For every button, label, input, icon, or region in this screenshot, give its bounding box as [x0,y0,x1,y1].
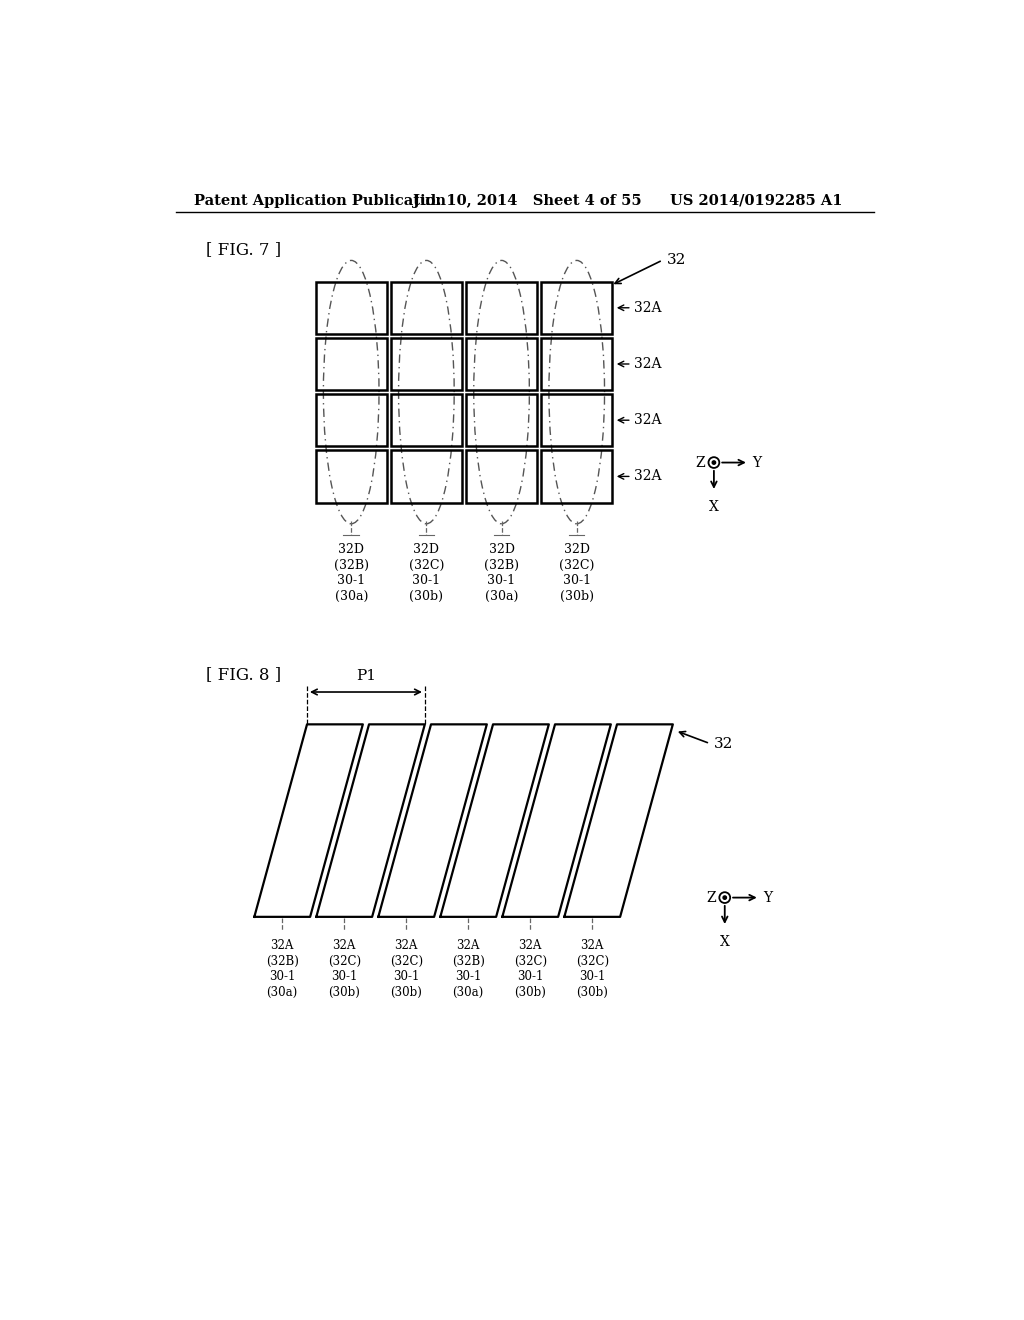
Bar [315,281,387,334]
Text: 32A
(32C): 32A (32C) [390,940,423,968]
Bar [541,450,612,503]
Text: Y: Y [752,455,761,470]
Text: 32D
(32B): 32D (32B) [334,543,369,572]
Bar [541,395,612,446]
Bar [315,395,387,446]
Text: [ FIG. 8 ]: [ FIG. 8 ] [206,665,281,682]
Text: 30-1
(30a): 30-1 (30a) [335,574,368,603]
Bar [466,395,538,446]
Bar [315,338,387,391]
Text: 32A
(32C): 32A (32C) [328,940,360,968]
Text: [ FIG. 7 ]: [ FIG. 7 ] [206,240,281,257]
Text: 30-1
(30b): 30-1 (30b) [390,970,422,999]
Text: 32D
(32C): 32D (32C) [409,543,444,572]
Text: 32: 32 [714,737,733,751]
Bar [391,338,462,391]
Text: Jul. 10, 2014   Sheet 4 of 55: Jul. 10, 2014 Sheet 4 of 55 [414,194,642,207]
Text: 30-1
(30b): 30-1 (30b) [514,970,546,999]
Text: 32A: 32A [634,413,662,428]
Bar [315,450,387,503]
Text: Z: Z [695,455,706,470]
Bar [391,395,462,446]
Text: US 2014/0192285 A1: US 2014/0192285 A1 [671,194,843,207]
Text: P1: P1 [356,669,376,682]
Bar [391,281,462,334]
Text: 30-1
(30a): 30-1 (30a) [453,970,484,999]
Text: X: X [720,935,730,949]
Text: Y: Y [763,891,772,904]
Text: 32A
(32C): 32A (32C) [514,940,547,968]
Text: 30-1
(30b): 30-1 (30b) [577,970,608,999]
Text: 32A
(32B): 32A (32B) [452,940,484,968]
Bar [466,281,538,334]
Text: 32A
(32C): 32A (32C) [575,940,609,968]
Text: 30-1
(30b): 30-1 (30b) [560,574,594,603]
Text: X: X [709,499,719,513]
Bar [541,281,612,334]
Bar [466,450,538,503]
Text: 32: 32 [667,253,686,267]
Bar [541,338,612,391]
Text: 30-1
(30a): 30-1 (30a) [484,574,518,603]
Text: 32A: 32A [634,356,662,371]
Text: Z: Z [707,891,716,904]
Text: 32D
(32B): 32D (32B) [484,543,519,572]
Text: 30-1
(30a): 30-1 (30a) [266,970,298,999]
Bar [466,338,538,391]
Text: Patent Application Publication: Patent Application Publication [194,194,445,207]
Text: 30-1
(30b): 30-1 (30b) [410,574,443,603]
Text: 30-1
(30b): 30-1 (30b) [329,970,360,999]
Circle shape [723,896,726,899]
Text: 32A: 32A [634,301,662,314]
Circle shape [713,461,716,465]
Bar [391,450,462,503]
Text: 32D
(32C): 32D (32C) [559,543,594,572]
Text: 32A: 32A [634,470,662,483]
Text: 32A
(32B): 32A (32B) [266,940,299,968]
